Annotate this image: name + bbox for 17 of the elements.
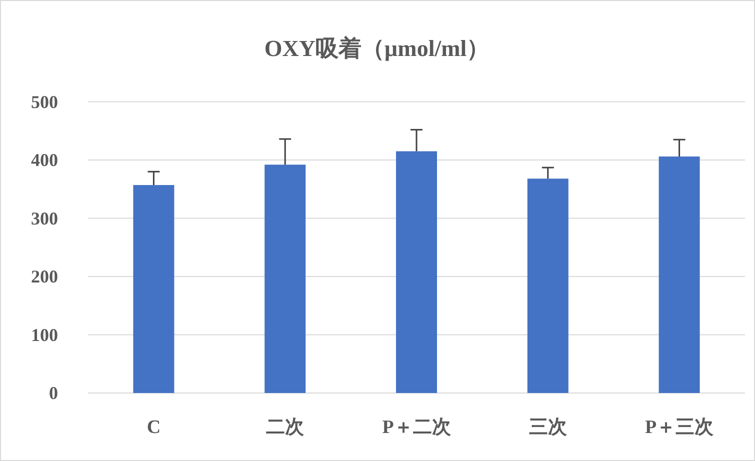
bar	[527, 178, 568, 393]
y-tick-label: 300	[31, 208, 58, 228]
bar	[133, 185, 174, 393]
bar	[658, 156, 700, 393]
x-tick-label: 三次	[528, 417, 568, 438]
title: OXY吸着（µmol/ml）	[264, 36, 490, 61]
y-tick-label: 400	[31, 150, 58, 170]
y-tick-label: 200	[31, 266, 58, 286]
x-tick-label: P＋三次	[644, 417, 715, 438]
bar	[396, 151, 437, 393]
x-tick-label: 二次	[266, 417, 306, 438]
bar	[264, 164, 306, 393]
y-tick-label: 500	[31, 92, 58, 112]
y-tick-label: 0	[49, 383, 58, 403]
x-tick-label: P＋二次	[382, 417, 452, 438]
y-tick-label: 100	[31, 324, 58, 345]
x-tick-label: C	[146, 417, 161, 438]
